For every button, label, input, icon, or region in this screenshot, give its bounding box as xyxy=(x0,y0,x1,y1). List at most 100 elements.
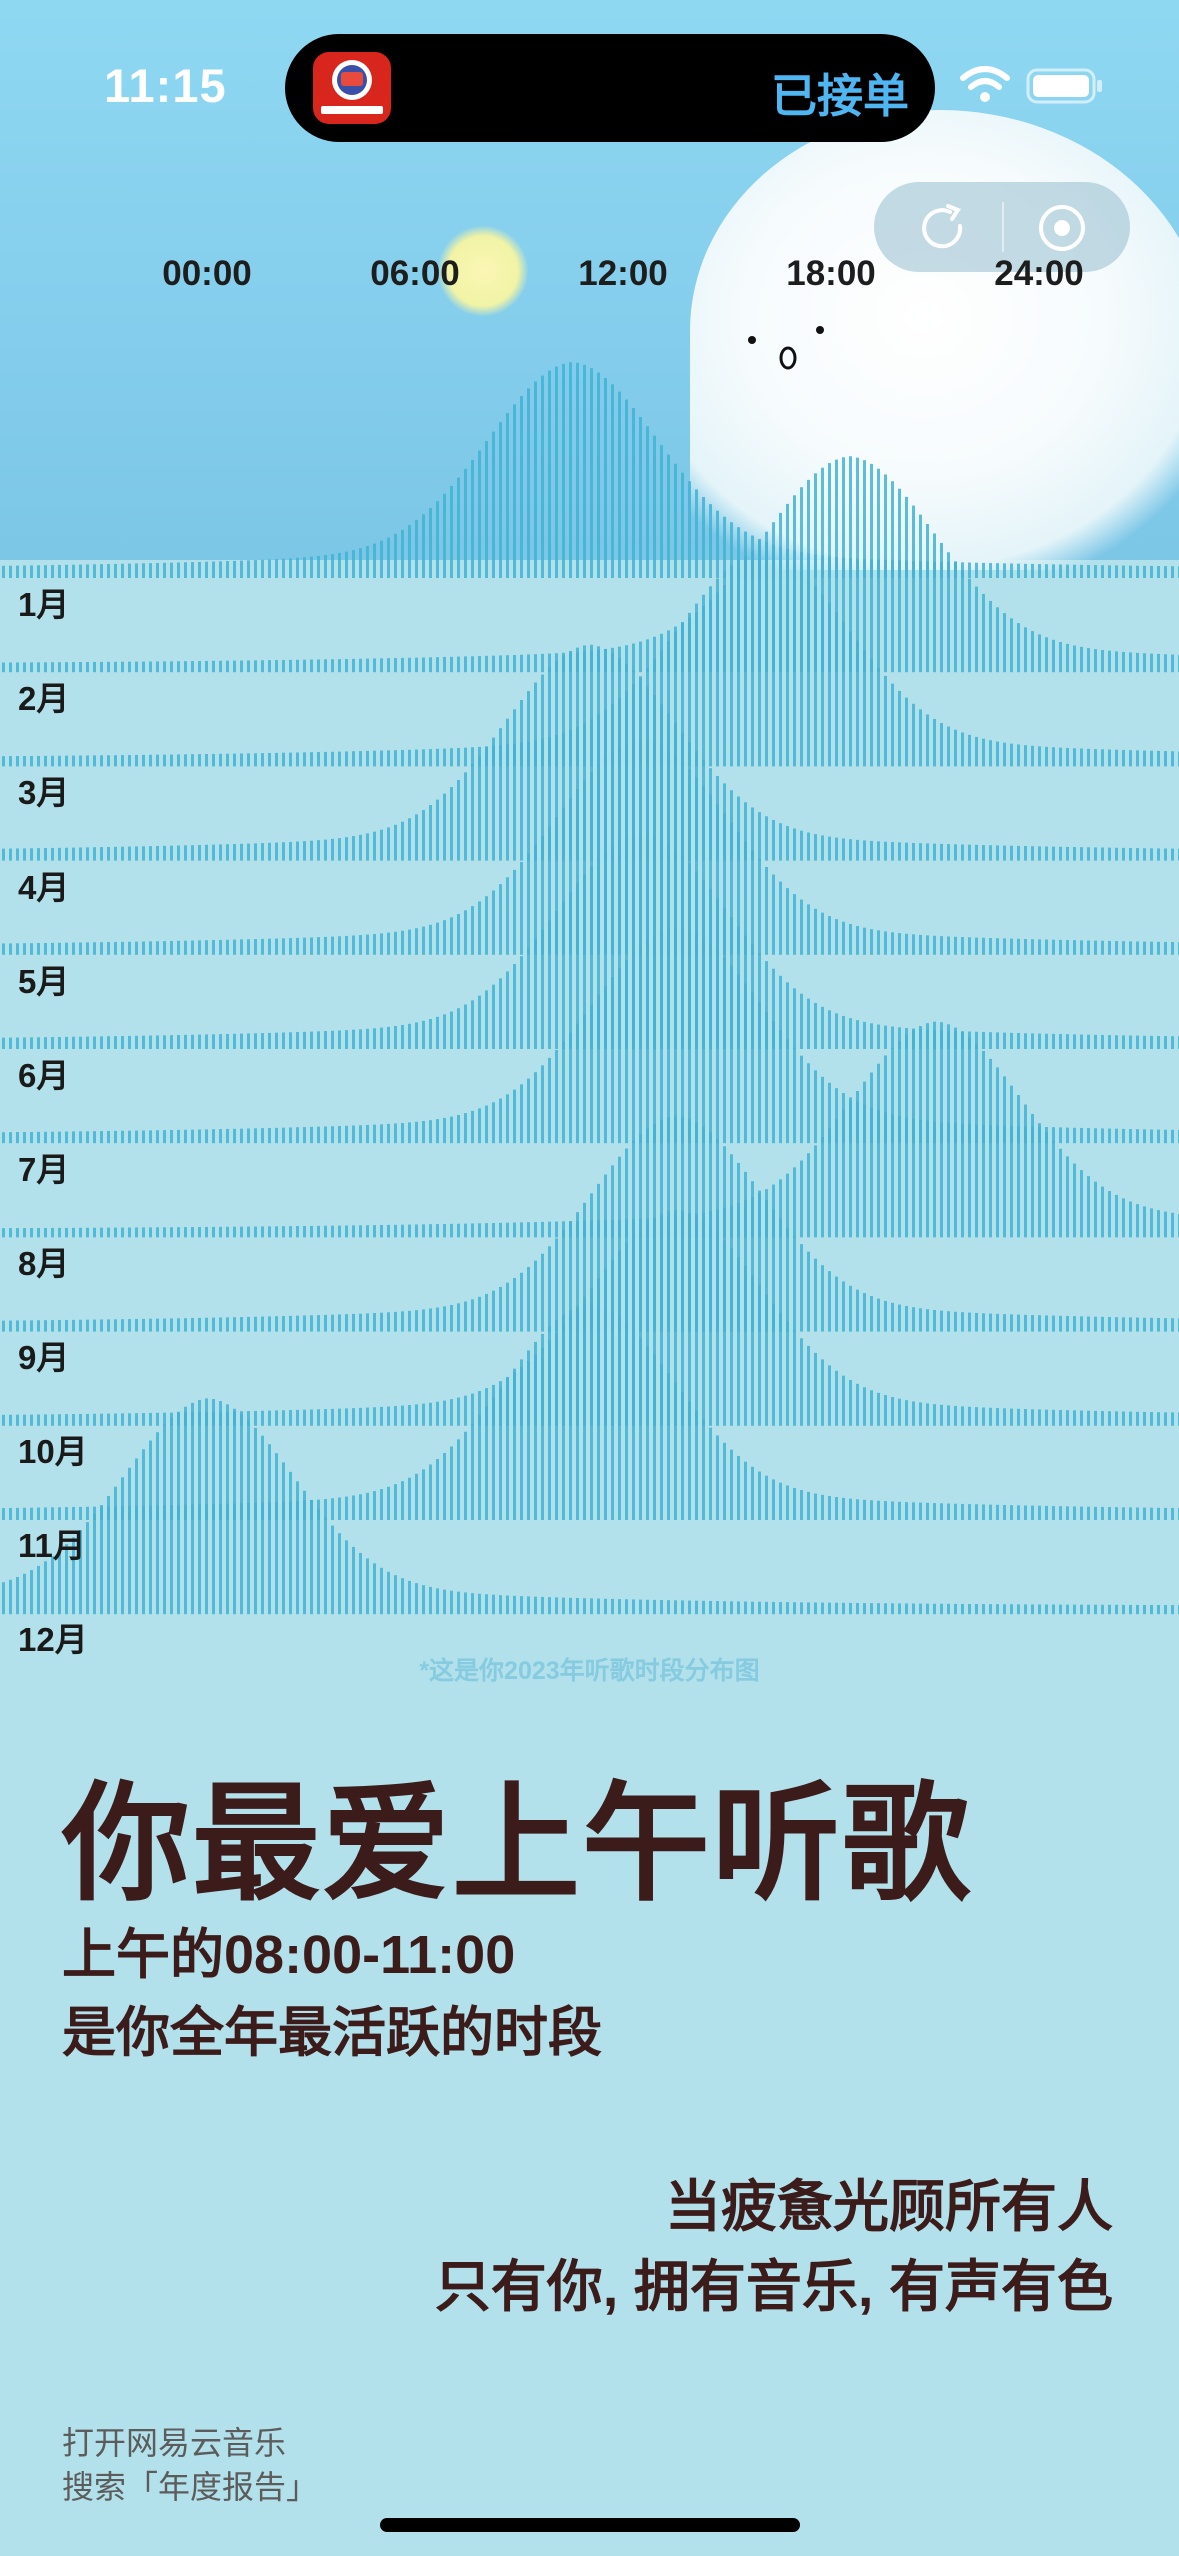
wave-bar xyxy=(240,1033,243,1049)
wave-bar xyxy=(268,938,271,955)
wave-bar xyxy=(331,1314,334,1332)
wave-bar xyxy=(1150,1412,1153,1426)
wave-bar xyxy=(37,1414,40,1426)
wave-bar xyxy=(72,1131,75,1144)
wave-bar xyxy=(1052,846,1055,861)
wave-bar xyxy=(429,507,432,578)
wave-bar xyxy=(191,562,194,578)
wave-bar xyxy=(555,1597,558,1615)
wave-bar xyxy=(352,836,355,861)
wave-bar xyxy=(1038,1033,1041,1049)
wave-bar xyxy=(324,1498,327,1520)
wave-bar xyxy=(366,833,369,861)
wave-bar xyxy=(989,1032,992,1049)
wave-bar xyxy=(1164,1605,1167,1615)
wave-bar xyxy=(478,755,481,861)
wave-bar xyxy=(1094,1506,1097,1520)
wave-bar xyxy=(548,1597,551,1615)
wave-bar xyxy=(324,751,327,767)
wave-bar xyxy=(198,940,201,955)
wave-bar xyxy=(65,847,68,861)
month-label: 6月 xyxy=(18,1057,70,1094)
rotate-icon[interactable] xyxy=(916,202,968,254)
wave-bar xyxy=(1080,847,1083,861)
wave-bar xyxy=(2,943,5,955)
wave-bar xyxy=(779,823,782,861)
wave-bar xyxy=(345,751,348,767)
wave-bar xyxy=(1010,1314,1013,1332)
wave-bar xyxy=(359,1552,362,1615)
wave-bar xyxy=(996,1408,999,1426)
wave-bar xyxy=(1087,1506,1090,1520)
wave-bar xyxy=(989,1504,992,1520)
dynamic-island[interactable]: 已接单 xyxy=(285,34,935,142)
wave-bar xyxy=(499,1387,502,1520)
wave-bar xyxy=(1045,1132,1048,1238)
wave-bar xyxy=(597,1305,600,1520)
wave-bar xyxy=(331,751,334,767)
wave-bar xyxy=(1073,645,1076,673)
wave-bar xyxy=(702,785,705,955)
wave-bar xyxy=(205,660,208,673)
wave-bar xyxy=(457,1114,460,1144)
wave-bar xyxy=(793,1602,796,1615)
wave-bar xyxy=(184,754,187,767)
wave-bar xyxy=(1150,565,1153,578)
wave-bar xyxy=(800,1338,803,1426)
wave-bar xyxy=(79,1413,82,1426)
wave-bar xyxy=(380,1124,383,1144)
wave-bar xyxy=(79,847,82,861)
wave-bar xyxy=(884,931,887,955)
wave-bar xyxy=(1010,1505,1013,1520)
wave-bar xyxy=(569,892,572,1049)
wave-bar xyxy=(387,1406,390,1426)
wave-bar xyxy=(807,1063,810,1144)
wave-bar xyxy=(51,1131,54,1144)
wave-bar xyxy=(149,1440,152,1615)
wave-bar xyxy=(863,1293,866,1332)
wave-bar xyxy=(1059,1034,1062,1049)
wave-bar xyxy=(324,1409,327,1426)
wave-bar xyxy=(289,1127,292,1144)
wave-bar xyxy=(198,844,201,861)
wave-bar xyxy=(765,1294,768,1426)
wave-bar xyxy=(492,1102,495,1144)
wave-bar xyxy=(716,1233,719,1426)
record-icon[interactable] xyxy=(1036,202,1088,254)
wave-bar xyxy=(1171,1605,1174,1615)
wave-bar xyxy=(1003,613,1006,673)
wave-bar xyxy=(618,1156,621,1332)
wave-bar xyxy=(1122,1128,1125,1144)
wave-bar xyxy=(912,505,915,673)
wave-bar xyxy=(877,1603,880,1615)
wave-bar xyxy=(436,1459,439,1520)
wave-bar xyxy=(884,474,887,673)
wave-bar xyxy=(625,1148,628,1332)
wave-bar xyxy=(905,1603,908,1615)
wave-bar xyxy=(1066,1156,1069,1238)
home-indicator[interactable] xyxy=(380,2518,800,2532)
wave-bar xyxy=(975,937,978,955)
wave-bar xyxy=(849,1498,852,1520)
wave-bar xyxy=(1059,641,1062,673)
wave-bar xyxy=(975,1043,978,1238)
wave-bar xyxy=(401,1122,404,1144)
wave-bar xyxy=(310,937,313,955)
wave-bar xyxy=(44,1507,47,1520)
wave-bar xyxy=(814,1145,817,1238)
wave-bar xyxy=(184,1034,187,1049)
wave-bar xyxy=(1038,1409,1041,1426)
wave-bar xyxy=(226,660,229,673)
wave-bar xyxy=(905,1400,908,1426)
wave-bar xyxy=(905,496,908,673)
wave-bar xyxy=(149,1227,152,1238)
wave-bar xyxy=(275,1032,278,1049)
wave-bar xyxy=(9,1037,12,1049)
wave-bar xyxy=(562,807,565,955)
wave-bar xyxy=(338,1225,341,1238)
wave-bar xyxy=(359,751,362,767)
wave-bar xyxy=(100,1131,103,1144)
app-icon[interactable] xyxy=(313,52,391,124)
wave-bar xyxy=(744,1266,747,1426)
wave-bar xyxy=(268,1444,271,1615)
